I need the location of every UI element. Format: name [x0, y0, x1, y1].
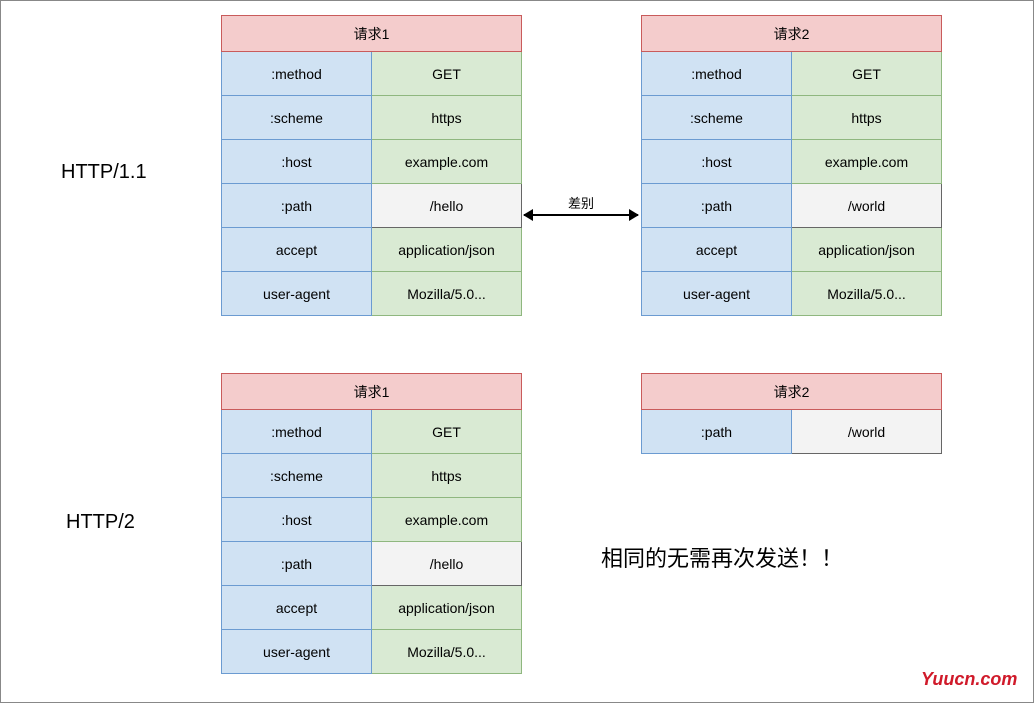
header-key: :scheme	[222, 454, 372, 498]
difference-label: 差别	[568, 193, 594, 212]
table-row: :hostexample.com	[222, 498, 522, 542]
table-title: 请求2	[642, 374, 942, 410]
header-value: /hello	[372, 542, 522, 586]
explanation-note: 相同的无需再次发送！！	[601, 541, 843, 573]
table-row: :path/world	[642, 410, 942, 454]
http2-request2-table: 请求2:path/world	[641, 373, 942, 454]
header-key: :host	[222, 140, 372, 184]
http11-request2-table: 请求2:methodGET:schemehttps:hostexample.co…	[641, 15, 942, 316]
table-row: acceptapplication/json	[222, 228, 522, 272]
header-value: https	[372, 454, 522, 498]
table-title: 请求1	[222, 16, 522, 52]
table-row: :methodGET	[642, 52, 942, 96]
table-row: acceptapplication/json	[642, 228, 942, 272]
header-value: application/json	[792, 228, 942, 272]
header-key: :scheme	[222, 96, 372, 140]
header-value: GET	[792, 52, 942, 96]
http11-label: HTTP/1.1	[61, 161, 147, 184]
table-row: :path/world	[642, 184, 942, 228]
table-title: 请求1	[222, 374, 522, 410]
arrow-line	[524, 214, 638, 216]
header-key: accept	[222, 228, 372, 272]
header-value: application/json	[372, 586, 522, 630]
table-row: acceptapplication/json	[222, 586, 522, 630]
header-key: :host	[642, 140, 792, 184]
watermark: Yuucn.com	[921, 669, 1017, 690]
header-value: https	[792, 96, 942, 140]
table-row: :schemehttps	[642, 96, 942, 140]
table-row: :schemehttps	[222, 454, 522, 498]
header-key: :scheme	[642, 96, 792, 140]
header-value: example.com	[372, 140, 522, 184]
header-key: :method	[222, 52, 372, 96]
table-row: user-agentMozilla/5.0...	[642, 272, 942, 316]
header-key: accept	[642, 228, 792, 272]
header-key: user-agent	[642, 272, 792, 316]
table-row: :methodGET	[222, 410, 522, 454]
difference-arrow: 差别	[524, 193, 638, 216]
http2-label: HTTP/2	[66, 511, 135, 534]
header-key: :path	[642, 410, 792, 454]
http2-request1-table: 请求1:methodGET:schemehttps:hostexample.co…	[221, 373, 522, 674]
table-row: :schemehttps	[222, 96, 522, 140]
header-key: accept	[222, 586, 372, 630]
header-value: /hello	[372, 184, 522, 228]
header-key: :host	[222, 498, 372, 542]
header-value: Mozilla/5.0...	[372, 630, 522, 674]
table-row: :path/hello	[222, 184, 522, 228]
header-key: :method	[642, 52, 792, 96]
header-value: /world	[792, 184, 942, 228]
header-key: :path	[222, 542, 372, 586]
header-key: :path	[222, 184, 372, 228]
table-title: 请求2	[642, 16, 942, 52]
table-row: :hostexample.com	[642, 140, 942, 184]
header-key: :method	[222, 410, 372, 454]
header-key: user-agent	[222, 630, 372, 674]
header-value: Mozilla/5.0...	[792, 272, 942, 316]
table-row: user-agentMozilla/5.0...	[222, 272, 522, 316]
header-value: GET	[372, 410, 522, 454]
header-value: https	[372, 96, 522, 140]
header-value: example.com	[792, 140, 942, 184]
http11-request1-table: 请求1:methodGET:schemehttps:hostexample.co…	[221, 15, 522, 316]
header-value: /world	[792, 410, 942, 454]
table-row: user-agentMozilla/5.0...	[222, 630, 522, 674]
table-row: :hostexample.com	[222, 140, 522, 184]
header-key: user-agent	[222, 272, 372, 316]
header-value: GET	[372, 52, 522, 96]
header-key: :path	[642, 184, 792, 228]
table-row: :path/hello	[222, 542, 522, 586]
diagram-canvas: HTTP/1.1 HTTP/2 请求1:methodGET:schemehttp…	[0, 0, 1034, 703]
header-value: Mozilla/5.0...	[372, 272, 522, 316]
header-value: application/json	[372, 228, 522, 272]
table-row: :methodGET	[222, 52, 522, 96]
header-value: example.com	[372, 498, 522, 542]
